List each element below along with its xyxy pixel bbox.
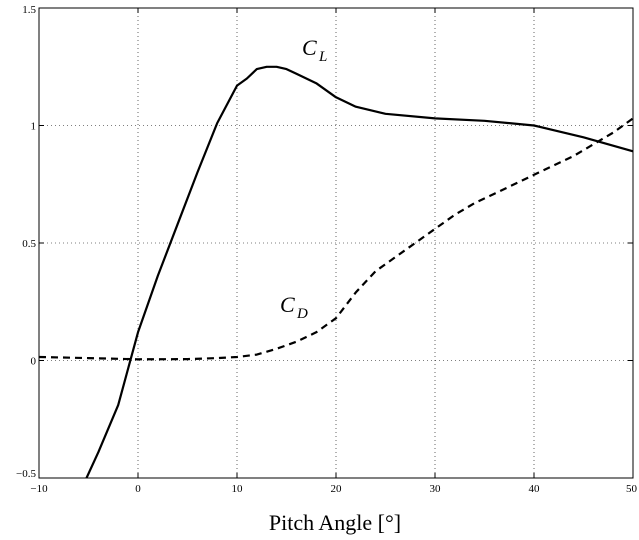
axis-ticks: −10 0 10 20 30 40 50 −0.5 0 0.5 1 1.5 (16, 4, 637, 495)
x-tick-label: 30 (430, 483, 442, 495)
x-tick-label: 50 (626, 483, 638, 495)
cd-label-sub: D (296, 306, 308, 322)
y-tick-label: 1.5 (22, 4, 36, 16)
grid-lines (39, 8, 633, 478)
y-tick-label: −0.5 (16, 468, 36, 480)
y-tick-label: 0.5 (22, 238, 36, 250)
x-tick-label: 20 (331, 483, 343, 495)
cl-series-line (85, 65, 634, 479)
cl-series-label: C L (302, 35, 327, 65)
cl-label-main: C (302, 35, 317, 60)
series-lines (38, 65, 634, 479)
y-tick-label: 0 (31, 356, 37, 368)
cl-label-sub: L (318, 49, 327, 65)
x-tick-label: 0 (135, 483, 141, 495)
x-tick-label: −10 (30, 483, 48, 495)
x-axis-title: Pitch Angle [°] (269, 510, 401, 535)
x-tick-label: 10 (232, 483, 244, 495)
cd-label-main: C (280, 292, 295, 317)
y-tick-label: 1 (31, 121, 37, 133)
x-tick-label: 40 (529, 483, 541, 495)
cd-series-line (38, 117, 634, 361)
cd-series-label: C D (280, 292, 308, 322)
